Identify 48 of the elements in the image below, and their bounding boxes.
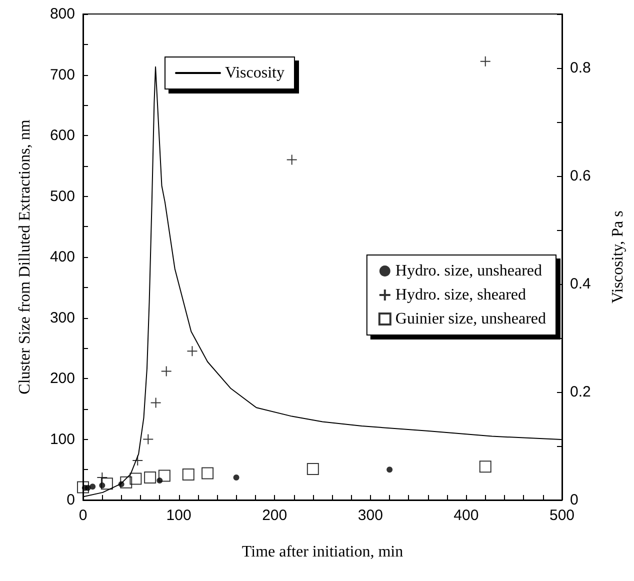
point	[77, 481, 89, 494]
point	[202, 467, 214, 480]
point	[158, 470, 170, 482]
point	[100, 478, 113, 490]
y-tick-label: 300	[50, 309, 75, 326]
x-tick-label: 300	[358, 507, 383, 524]
y-tick-label: 400	[50, 248, 75, 266]
legend-label: Hydro. size, unsheared	[395, 262, 542, 280]
x-tick-label: 100	[166, 507, 192, 524]
point	[142, 434, 154, 445]
x-tick-label: 500	[549, 507, 575, 524]
point	[186, 346, 198, 357]
y2-tick-label: 0.4	[570, 276, 591, 292]
point	[182, 468, 194, 480]
y2-tick-label: 0.8	[570, 60, 591, 76]
point	[286, 154, 298, 166]
point	[150, 397, 162, 408]
point	[479, 460, 492, 473]
point	[120, 476, 132, 488]
x-tick-label: 200	[262, 507, 288, 524]
y-tick-label: 500	[50, 188, 75, 205]
y2-axis-title: Viscosity, Pa s	[610, 210, 626, 304]
x-axis-title: Time after initiation, min	[242, 544, 404, 560]
point	[160, 366, 172, 377]
x-tick-label: 400	[454, 507, 479, 524]
point	[90, 484, 96, 490]
y-tick-label: 700	[50, 66, 75, 84]
y-axis-title: Cluster Size from Dilluted Extractions, nm	[16, 119, 34, 394]
point	[96, 472, 108, 484]
point	[480, 56, 491, 67]
y-tick-label: 100	[50, 430, 75, 448]
point	[130, 472, 142, 485]
point	[386, 466, 393, 473]
point	[306, 463, 319, 476]
x-tick-label: 0	[78, 507, 88, 524]
y-tick-label: 800	[50, 6, 75, 22]
y2-tick-label: 0.2	[570, 384, 591, 400]
point	[144, 472, 156, 484]
point	[132, 455, 144, 466]
y2-tick-label: 0	[570, 492, 578, 508]
legend-label: Guinier size, unsheared	[395, 310, 546, 328]
point	[233, 474, 240, 481]
y-tick-label: 200	[50, 370, 75, 387]
y-tick-label: 600	[50, 127, 75, 144]
legend-label: Hydro. size, sheared	[395, 286, 526, 304]
legend-label: Viscosity	[225, 64, 284, 82]
y2-tick-label: 0.6	[570, 168, 591, 184]
y-tick-label: 0	[66, 492, 75, 508]
